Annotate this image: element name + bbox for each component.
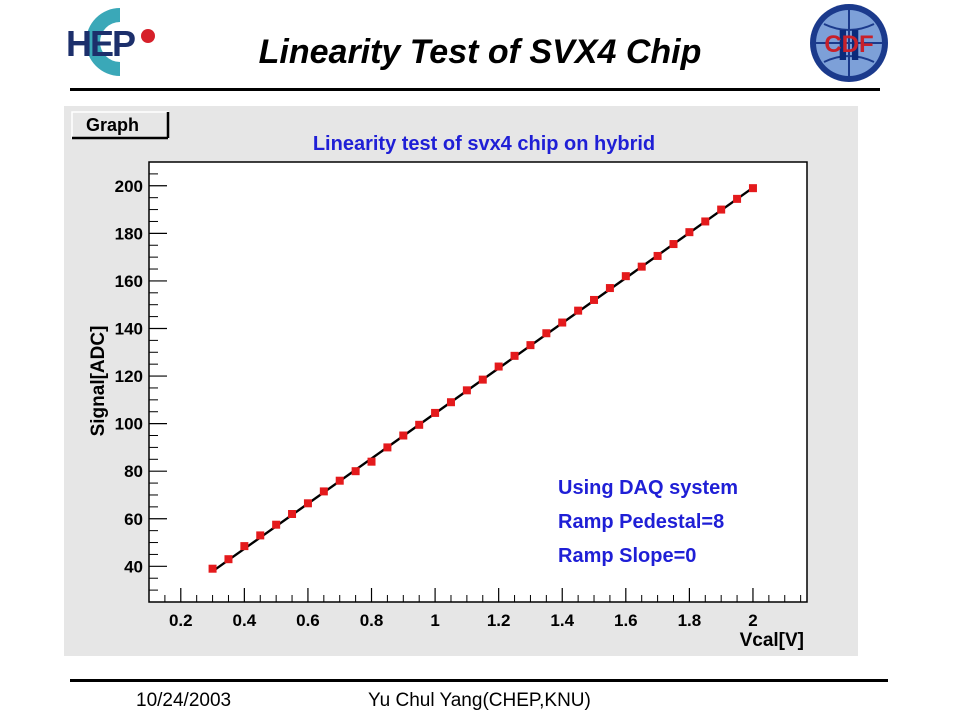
data-point (669, 240, 678, 249)
linearity-chart: Graph Linearity test of svx4 chip on hyb… (64, 106, 858, 656)
y-tick-label: 60 (124, 510, 143, 529)
data-point (637, 262, 646, 271)
data-point (653, 251, 662, 260)
hep-logo: HEP (66, 7, 155, 76)
data-point (621, 272, 630, 281)
footer-author: Yu Chul Yang(CHEP,KNU) (368, 690, 591, 711)
x-tick-label: 2 (748, 611, 757, 630)
y-tick-label: 160 (115, 272, 143, 291)
data-point (288, 510, 297, 518)
canvas-label-box: Graph (71, 111, 170, 140)
y-tick-label: 200 (115, 177, 143, 196)
data-point (605, 284, 614, 293)
x-axis-label: Vcal[V] (740, 630, 804, 651)
x-tick-label: 0.2 (169, 611, 193, 630)
data-point (685, 228, 694, 237)
x-tick-label: 0.8 (360, 611, 384, 630)
annotation-line: Ramp Pedestal=8 (558, 511, 724, 533)
y-tick-label: 80 (124, 462, 143, 481)
plot-canvas: Graph Linearity test of svx4 chip on hyb… (64, 106, 858, 661)
data-point (478, 375, 487, 384)
data-point (383, 443, 392, 452)
y-tick-label: 180 (115, 224, 143, 243)
data-point (558, 318, 567, 327)
data-point (542, 329, 551, 338)
data-point (431, 408, 440, 417)
data-point (399, 431, 408, 440)
canvas-label: Graph (86, 115, 139, 135)
x-tick-label: 0.4 (233, 611, 257, 630)
x-tick-label: 0.6 (296, 611, 320, 630)
data-point (256, 531, 265, 540)
data-point (224, 555, 233, 564)
data-point (303, 499, 312, 508)
data-point (590, 295, 599, 304)
data-point (733, 194, 742, 203)
x-tick-label: 1.4 (550, 611, 574, 630)
data-point (462, 386, 471, 395)
x-tick-label: 1.2 (487, 611, 511, 630)
data-point (335, 476, 344, 485)
data-point (415, 420, 424, 429)
y-axis-label: Signal[ADC] (88, 326, 109, 437)
data-point (717, 205, 726, 214)
data-point (574, 306, 583, 315)
data-point (446, 398, 455, 407)
data-point (367, 457, 376, 466)
cdf-logo-roman: II (837, 21, 861, 70)
y-tick-label: 40 (124, 557, 143, 576)
cdf-logo-text: CDF (824, 31, 873, 58)
cdf-logo: II CDF (810, 4, 888, 82)
data-point (351, 467, 360, 476)
annotation-line: Ramp Slope=0 (558, 545, 696, 567)
y-tick-label: 100 (115, 415, 143, 434)
footer-rule (70, 679, 888, 682)
data-point (240, 542, 249, 551)
data-point (319, 487, 328, 496)
data-point (272, 520, 281, 529)
chart-title: Linearity test of svx4 chip on hybrid (313, 133, 655, 155)
x-tick-label: 1 (430, 611, 439, 630)
data-point (510, 351, 519, 360)
data-point (208, 564, 217, 573)
footer-date: 10/24/2003 (136, 690, 232, 711)
data-point (526, 341, 535, 350)
data-point (494, 362, 503, 371)
y-tick-label: 140 (115, 319, 143, 338)
y-tick-label: 120 (115, 367, 143, 386)
header-rule (70, 88, 880, 91)
slide-title: Linearity Test of SVX4 Chip (258, 33, 702, 71)
annotation-line: Using DAQ system (558, 477, 738, 499)
x-tick-label: 1.6 (614, 611, 638, 630)
x-tick-label: 1.8 (678, 611, 702, 630)
hep-logo-text: HEP (66, 23, 135, 64)
data-point (701, 217, 710, 226)
data-point (748, 184, 757, 193)
